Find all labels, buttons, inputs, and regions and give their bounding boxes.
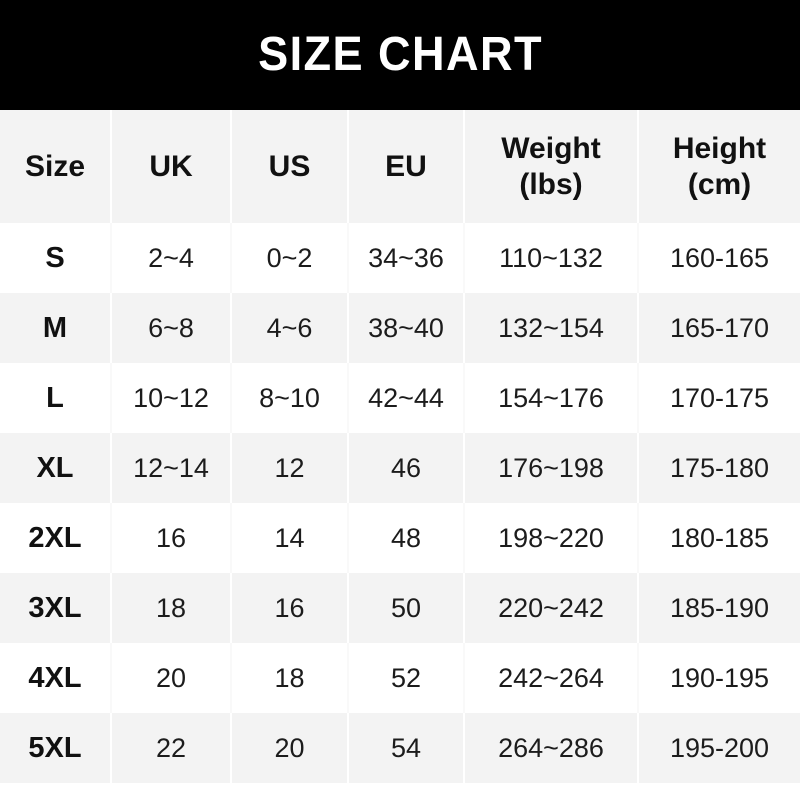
- table-row: S 2~4 0~2 34~36 110~132 160-165: [0, 223, 800, 293]
- cell-uk: 2~4: [110, 223, 230, 293]
- cell-height: 190-195: [637, 643, 800, 713]
- cell-eu: 34~36: [347, 223, 463, 293]
- cell-uk: 22: [110, 713, 230, 783]
- cell-weight: 132~154: [463, 293, 637, 363]
- cell-uk: 16: [110, 503, 230, 573]
- column-header-eu: EU: [347, 110, 463, 223]
- cell-size: S: [45, 241, 65, 274]
- cell-weight: 154~176: [463, 363, 637, 433]
- cell-height: 170-175: [637, 363, 800, 433]
- size-table: Size UK US EU Weight (lbs) Height (cm) S…: [0, 110, 800, 800]
- title-banner: SIZE CHART: [0, 0, 800, 110]
- cell-eu: 46: [347, 433, 463, 503]
- column-header-height-label: Height: [672, 132, 767, 166]
- cell-eu: 38~40: [347, 293, 463, 363]
- cell-uk: 6~8: [110, 293, 230, 363]
- cell-us: 20: [230, 713, 347, 783]
- cell-us: 16: [230, 573, 347, 643]
- cell-size: 5XL: [28, 731, 82, 764]
- cell-size: L: [46, 381, 64, 414]
- cell-us: 4~6: [230, 293, 347, 363]
- column-header-weight: Weight (lbs): [463, 110, 637, 223]
- cell-height: 180-185: [637, 503, 800, 573]
- table-row: 2XL 16 14 48 198~220 180-185: [0, 503, 800, 573]
- column-header-height: Height (cm): [637, 110, 800, 223]
- cell-size: 4XL: [28, 661, 82, 694]
- cell-eu: 52: [347, 643, 463, 713]
- cell-us: 0~2: [230, 223, 347, 293]
- cell-weight: 110~132: [463, 223, 637, 293]
- cell-uk: 18: [110, 573, 230, 643]
- cell-height: 175-180: [637, 433, 800, 503]
- cell-weight: 264~286: [463, 713, 637, 783]
- column-header-us-label: US: [268, 149, 311, 183]
- cell-us: 14: [230, 503, 347, 573]
- table-row: L 10~12 8~10 42~44 154~176 170-175: [0, 363, 800, 433]
- cell-uk: 10~12: [110, 363, 230, 433]
- table-row: 5XL 22 20 54 264~286 195-200: [0, 713, 800, 783]
- column-header-uk-label: UK: [149, 149, 193, 183]
- column-header-uk: UK: [110, 110, 230, 223]
- table-row: XL 12~14 12 46 176~198 175-180: [0, 433, 800, 503]
- cell-eu: 50: [347, 573, 463, 643]
- cell-us: 8~10: [230, 363, 347, 433]
- cell-eu: 48: [347, 503, 463, 573]
- cell-eu: 54: [347, 713, 463, 783]
- cell-us: 12: [230, 433, 347, 503]
- cell-weight: 198~220: [463, 503, 637, 573]
- cell-height: 185-190: [637, 573, 800, 643]
- column-header-size-label: Size: [24, 149, 86, 183]
- cell-height: 165-170: [637, 293, 800, 363]
- table-row: 4XL 20 18 52 242~264 190-195: [0, 643, 800, 713]
- cell-size: XL: [36, 451, 74, 484]
- cell-height: 195-200: [637, 713, 800, 783]
- column-header-weight-unit: (lbs): [519, 167, 583, 201]
- cell-eu: 42~44: [347, 363, 463, 433]
- column-header-eu-label: EU: [385, 149, 427, 183]
- table-row: 3XL 18 16 50 220~242 185-190: [0, 573, 800, 643]
- column-header-height-unit: (cm): [687, 167, 752, 201]
- cell-size: 2XL: [28, 521, 82, 554]
- column-header-size: Size: [0, 110, 110, 223]
- table-header-row: Size UK US EU Weight (lbs) Height (cm): [0, 110, 800, 223]
- table-row: M 6~8 4~6 38~40 132~154 165-170: [0, 293, 800, 363]
- cell-us: 18: [230, 643, 347, 713]
- cell-height: 160-165: [637, 223, 800, 293]
- cell-uk: 20: [110, 643, 230, 713]
- column-header-us: US: [230, 110, 347, 223]
- cell-size: M: [42, 311, 68, 344]
- cell-weight: 220~242: [463, 573, 637, 643]
- cell-size: 3XL: [28, 591, 82, 624]
- column-header-weight-label: Weight: [501, 132, 601, 166]
- cell-uk: 12~14: [110, 433, 230, 503]
- cell-weight: 242~264: [463, 643, 637, 713]
- cell-weight: 176~198: [463, 433, 637, 503]
- page-title: SIZE CHART: [257, 28, 543, 81]
